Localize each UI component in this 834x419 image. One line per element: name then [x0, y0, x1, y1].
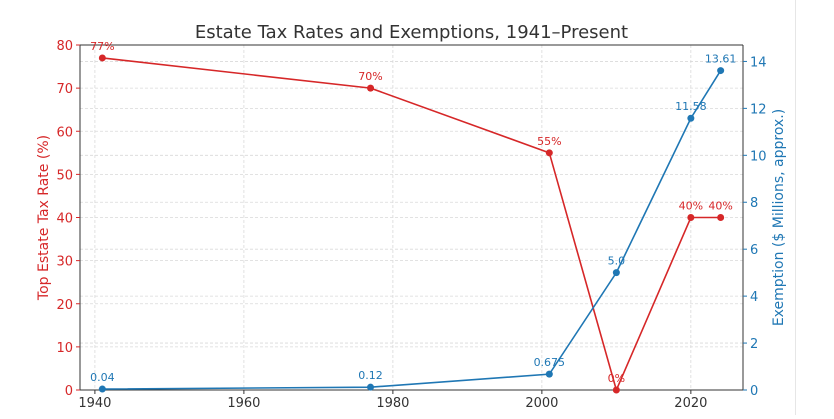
- rate-data-point: [687, 214, 695, 221]
- exemption-data-label: 5.0: [608, 255, 626, 268]
- left-y-tick-label: 0: [65, 384, 73, 399]
- left-y-tick-label: 80: [56, 39, 73, 54]
- exemption-data-point: [717, 67, 725, 75]
- left-y-axis-label: Top Estate Tax Rate (%): [36, 135, 52, 301]
- page-frame-edge: [795, 0, 796, 415]
- right-y-axis-label: Exemption ($ Millions, approx.): [771, 109, 787, 326]
- rate-data-label: 55%: [537, 135, 561, 148]
- left-y-tick-label: 50: [56, 168, 73, 183]
- rate-data-label: 77%: [90, 40, 114, 53]
- right-y-tick-label: 4: [750, 290, 758, 305]
- exemption-data-label: 0.675: [534, 356, 566, 369]
- rate-data-point: [717, 214, 725, 221]
- exemption-data-label: 11.58: [675, 100, 707, 113]
- exemption-data-label: 13.61: [705, 53, 737, 66]
- exemption-data-label: 0.04: [90, 371, 115, 384]
- x-tick-label: 1960: [227, 396, 260, 411]
- rate-data-point: [612, 386, 620, 394]
- exemption-series-line: [102, 70, 722, 390]
- rate-data-label: 40%: [679, 200, 703, 213]
- exemption-data-point: [545, 370, 553, 378]
- right-y-tick-label: 6: [750, 243, 758, 258]
- left-y-tick-label: 10: [56, 341, 73, 356]
- exemption-data-point: [612, 269, 620, 277]
- left-y-tick-label: 70: [56, 82, 73, 97]
- exemption-data-point: [687, 114, 695, 122]
- right-y-tick-label: 0: [750, 384, 758, 399]
- left-y-tick-label: 30: [56, 255, 73, 270]
- rate-series-line: [102, 57, 721, 393]
- right-y-tick-label: 8: [750, 196, 758, 211]
- exemption-data-point: [98, 385, 106, 393]
- right-y-tick-label: 10: [750, 149, 767, 164]
- rate-data-point: [98, 54, 106, 62]
- exemption-data-point: [367, 383, 375, 391]
- exemption-data-label: 0.12: [358, 369, 383, 382]
- x-tick-label: 1980: [376, 396, 409, 411]
- chart-title: Estate Tax Rates and Exemptions, 1941–Pr…: [195, 22, 628, 43]
- rate-data-label: 40%: [708, 200, 732, 213]
- left-y-tick-label: 20: [56, 298, 73, 313]
- x-tick-label: 1940: [78, 396, 111, 411]
- rate-data-point: [367, 84, 375, 92]
- left-y-tick-label: 40: [56, 212, 73, 227]
- right-y-tick-label: 14: [750, 55, 767, 70]
- rate-data-label: 0%: [608, 372, 625, 385]
- right-y-tick-label: 2: [750, 337, 758, 352]
- x-tick-label: 2000: [525, 396, 558, 411]
- rate-data-label: 70%: [358, 70, 382, 83]
- x-tick-label: 2020: [674, 396, 707, 411]
- rate-data-point: [545, 149, 553, 157]
- right-y-tick-label: 12: [750, 102, 767, 117]
- left-y-tick-label: 60: [56, 125, 73, 140]
